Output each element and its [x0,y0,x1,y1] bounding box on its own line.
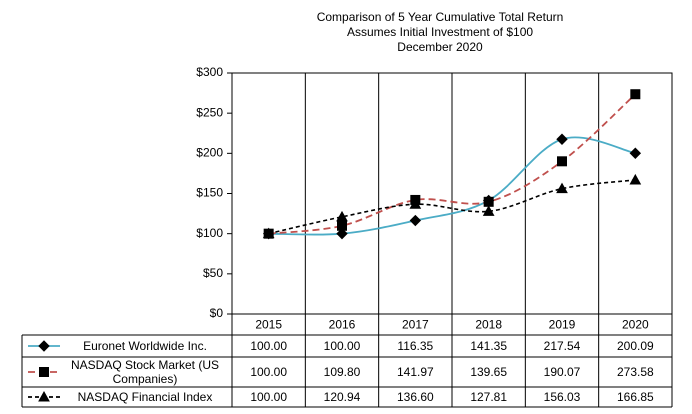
marker [337,220,347,231]
chart-subtitle: Assumes Initial Investment of $100 [347,25,533,39]
marker [629,147,642,159]
y-tick-label: $100 [196,226,223,240]
x-tick-label: 2018 [475,318,502,332]
marker [483,196,494,207]
table-value: 190.07 [544,365,581,379]
table-value: 100.00 [250,390,287,404]
y-tick-label: $0 [210,306,224,320]
y-tick-label: $150 [196,186,223,200]
marker [336,210,348,222]
legend-label: NASDAQ Stock Market (US Companies) [70,358,220,386]
table-value: 120.94 [324,390,361,404]
x-tick-label: 2016 [329,318,356,332]
table-value: 141.35 [470,339,507,353]
table-value: 100.00 [250,339,287,353]
chart-subtitle: December 2020 [397,40,483,54]
table-value: 141.97 [397,365,434,379]
marker [482,205,495,216]
marker [556,182,568,194]
x-tick-label: 2020 [622,318,649,332]
table-value: 136.60 [397,390,434,404]
chart-title: Comparison of 5 Year Cumulative Total Re… [317,10,564,24]
y-tick-label: $250 [196,105,223,119]
x-tick-label: 2019 [549,318,576,332]
x-tick-label: 2015 [255,318,282,332]
legend-marker [39,367,49,377]
marker [262,227,275,239]
table-value: 100.00 [324,339,361,353]
table-value: 100.00 [250,365,287,379]
table-value: 200.09 [617,339,654,353]
y-tick-label: $200 [196,146,223,160]
table-value: 139.65 [470,365,507,379]
table-value: 156.03 [544,390,581,404]
legend-marker [38,340,50,352]
y-tick-label: $50 [203,266,223,280]
table-value: 127.81 [470,390,507,404]
table-value: 109.80 [324,365,361,379]
marker [336,227,348,240]
legend-marker [38,390,50,402]
table-value: 273.58 [617,365,654,379]
x-tick-label: 2017 [402,318,429,332]
legend-label: NASDAQ Financial Index [77,390,213,404]
marker [630,89,641,100]
table-value: 217.54 [544,339,581,353]
legend-cell: NASDAQ Financial Index [77,390,213,404]
table-value: 116.35 [397,339,433,353]
marker [629,173,642,185]
table-value: 166.85 [617,390,654,404]
legend-cell: NASDAQ Stock Market (US Companies) [70,358,220,386]
legend-cell: Euronet Worldwide Inc. [83,339,207,353]
y-tick-label: $300 [196,65,223,79]
marker [409,198,422,209]
marker [557,156,567,167]
legend-label: Euronet Worldwide Inc. [83,339,207,353]
marker [409,214,422,227]
marker [556,133,568,145]
